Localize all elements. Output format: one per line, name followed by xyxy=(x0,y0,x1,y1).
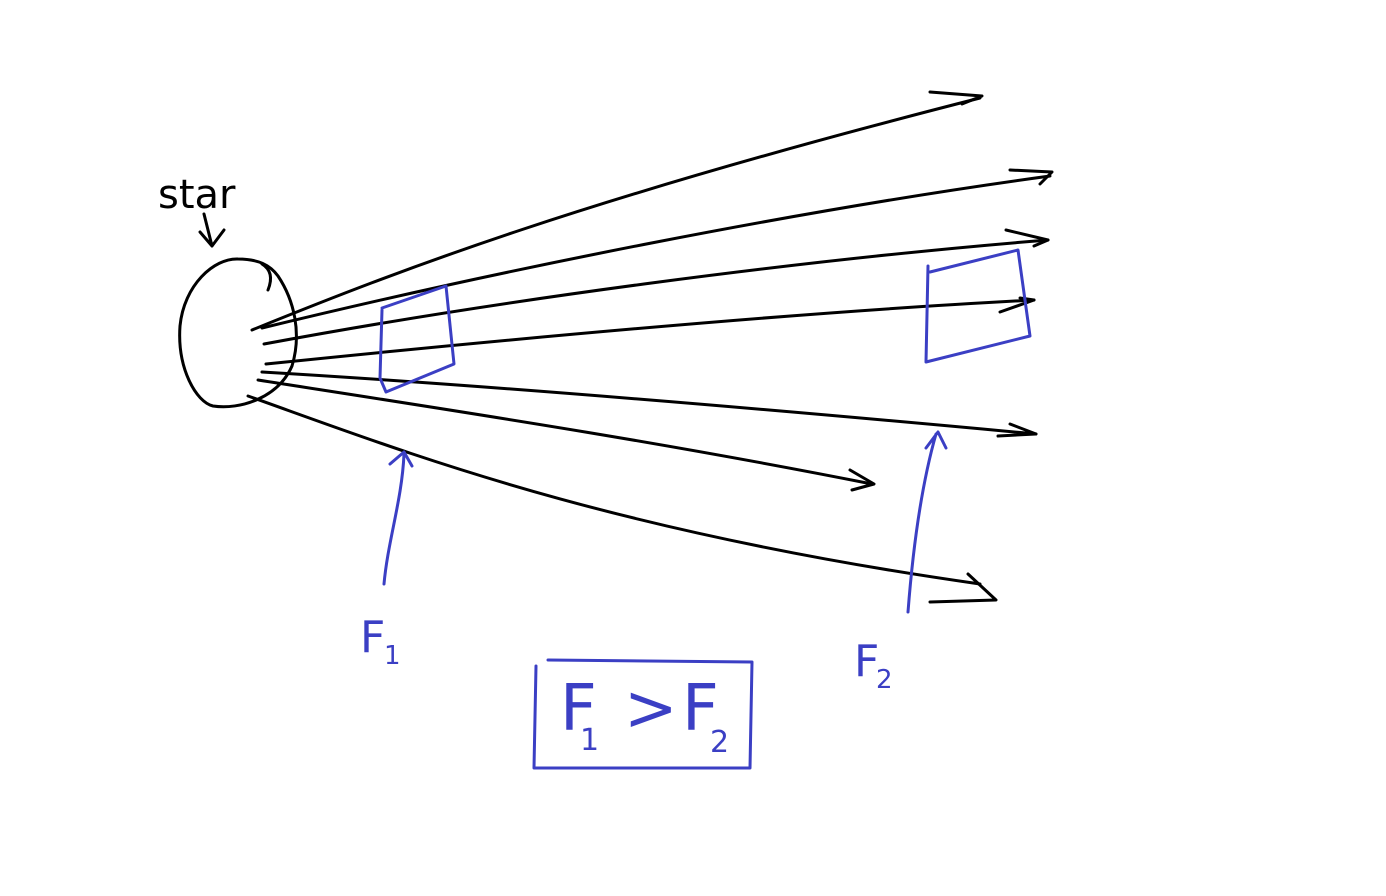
ray-2-arrowhead xyxy=(1008,168,1054,186)
ray-5 xyxy=(260,370,1038,436)
ray-7 xyxy=(246,394,982,586)
far-flux-pointer-arrow xyxy=(906,430,948,614)
near-flux-pointer-arrow xyxy=(382,450,414,586)
far-area-patch xyxy=(924,248,1032,364)
ray-6-arrowhead xyxy=(848,468,876,492)
near-flux-subscript: 1 xyxy=(384,641,401,671)
ray-3-arrowhead xyxy=(1004,228,1050,248)
near-flux-letter: F xyxy=(360,612,385,663)
far-flux-letter: F xyxy=(854,636,879,687)
ray-1 xyxy=(250,96,982,332)
ray-4 xyxy=(264,298,1036,366)
comparison-box-border xyxy=(532,658,754,770)
ray-2 xyxy=(260,174,1052,330)
ray-1-arrowhead xyxy=(928,90,984,106)
comparison-right-letter: F xyxy=(682,672,719,746)
comparison-left-subscript: 1 xyxy=(580,723,599,758)
light-rays xyxy=(246,90,1054,604)
comparison-operator: > xyxy=(624,672,678,746)
near-area-patch xyxy=(378,284,456,394)
star-label: star xyxy=(158,172,236,218)
far-flux-label: F 2 xyxy=(854,636,893,695)
ray-6 xyxy=(256,378,874,486)
ray-3 xyxy=(262,238,1050,346)
ray-7-arrowhead xyxy=(928,572,998,604)
near-flux-label: F 1 xyxy=(360,612,401,671)
comparison-right-subscript: 2 xyxy=(710,725,729,760)
comparison-box: F 1 > F 2 xyxy=(532,658,754,770)
far-flux-subscript: 2 xyxy=(876,665,893,695)
comparison-left-letter: F xyxy=(560,672,597,746)
star-circle xyxy=(178,257,298,409)
star-pointer-arrow xyxy=(198,212,226,248)
star-surface-tick xyxy=(260,262,272,292)
ray-5-arrowhead xyxy=(996,422,1038,438)
